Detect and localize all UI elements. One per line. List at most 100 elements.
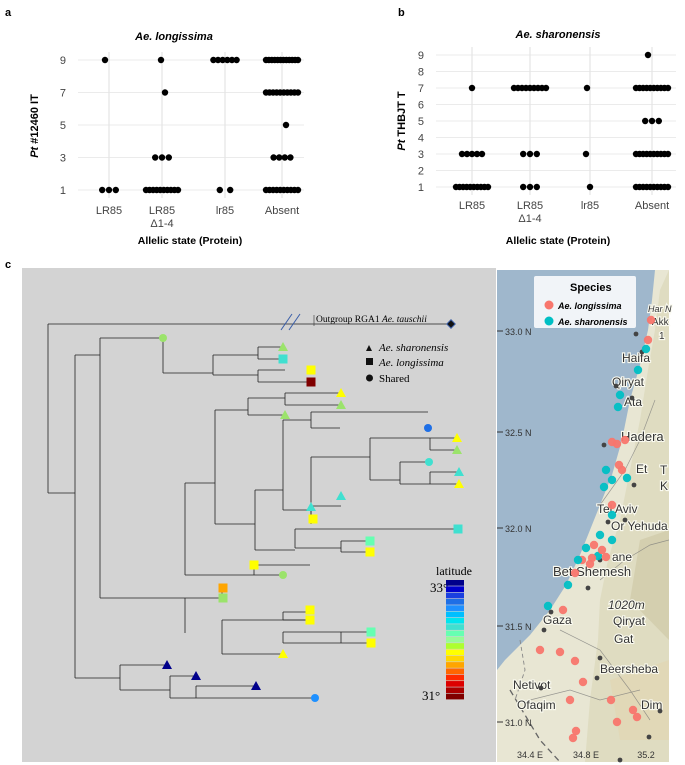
data-point [664,84,672,92]
city-dot [657,708,663,714]
longissima-point [565,695,575,705]
data-point [161,89,169,96]
panel-letter-a: a [5,7,12,19]
map-place-label: Netivot [513,678,551,692]
tip-triangle [336,388,346,397]
city-dot [629,395,635,401]
data-point [224,56,231,64]
data-point [165,154,172,161]
sharonensis-point [595,530,605,540]
sharonensis-point [601,465,611,475]
colorbar-cell [446,636,464,643]
sharonensis-point [607,535,617,545]
x-tick-label: LR85 Δ1-4 [149,205,175,230]
data-point [463,150,471,158]
longissima-point [570,656,580,666]
y-tick-label: 6 [418,100,424,112]
x-tick-label: lr85 [581,200,599,212]
sharonensis-dot-icon [544,316,554,326]
data-point [105,186,113,194]
data-point [644,51,652,59]
data-point [294,186,302,194]
panel-letter-c: c [5,259,11,271]
sharonensis-point [607,475,617,485]
longissima-point [558,605,568,615]
data-point [642,117,649,125]
data-point [227,186,234,194]
panel-b-ylabel-italic: Pt [396,138,408,150]
map-place-label: Har N [648,304,672,314]
city-dot [631,482,637,488]
city-dot [617,757,623,763]
tip-square [305,605,315,615]
city-dot [605,519,611,525]
map-place-label: K [660,479,668,493]
tip-circle [279,571,287,579]
map-place-label: Tel Aviv [597,502,637,516]
longissima-point [578,677,588,687]
tip-triangle [306,502,316,511]
panel-a-title: Ae. longissima [134,31,213,43]
map-place-label: Gat [614,632,634,646]
tip-triangle [454,467,464,476]
longissima-point [535,645,545,655]
panel-a-plot-area [78,50,304,202]
map-place-label: Dim [641,698,662,712]
panel-a-gridlines [78,52,304,198]
data-point [533,183,540,191]
data-point [214,56,222,64]
y-tick-label: 3 [418,149,424,161]
data-point [664,150,672,158]
data-point [520,183,527,191]
tip-square [308,514,318,524]
map-place-label: Hadera [621,429,664,444]
y-tick-label: 3 [60,153,66,165]
tip-triangle [278,342,288,351]
panel-b-ylabel-rest: THBJT T [396,91,408,140]
longissima-point [585,559,595,569]
map-place-label: 1 [659,331,665,342]
colorbar-cell [446,674,464,681]
map-place-label: T [660,463,668,477]
colorbar-cell [446,668,464,675]
panel-letter-b: b [398,7,405,19]
tree-legend: Ae. sharonensis Ae. longissima Shared [366,342,448,385]
colorbar-cell [446,649,464,656]
map-lat-label: 31.0 N [505,718,532,728]
panel-b-y-ticks: 1 2 3 4 5 6 7 8 9 [418,50,424,194]
tree-branches [47,323,459,699]
city-dot [646,734,652,740]
colorbar-cell [446,580,464,586]
city-dot [594,675,600,681]
city-dot [633,331,639,337]
city-dot [538,685,544,691]
longissima-point [628,705,638,715]
sharonensis-point [599,482,609,492]
colorbar-cell [446,681,464,687]
map-place-label: 1020m [608,598,645,612]
x-tick-label: Absent [265,205,299,217]
sharonensis-point [573,555,583,565]
data-point [542,84,550,92]
panel-a-ylabel-italic: Pt [29,145,41,157]
data-point [219,56,226,64]
tip-square [366,638,376,648]
data-point [216,186,223,194]
tip-square [365,536,375,546]
sharonensis-point [622,473,632,483]
x-tick-label: LR85 [459,200,485,212]
data-point [101,56,109,64]
sharonensis-point [613,402,623,412]
longissima-point [643,335,653,345]
colorbar-cell [446,655,464,662]
tip-square [366,627,376,637]
longissima-point [570,568,580,578]
y-tick-label: 2 [418,166,424,178]
colorbar-cell [446,598,464,605]
colorbar-cell [446,687,464,694]
y-tick-label: 9 [60,55,66,67]
data-point [586,183,594,191]
colorbar-cell [446,592,464,599]
data-point [174,186,182,194]
y-tick-label: 5 [418,116,424,128]
